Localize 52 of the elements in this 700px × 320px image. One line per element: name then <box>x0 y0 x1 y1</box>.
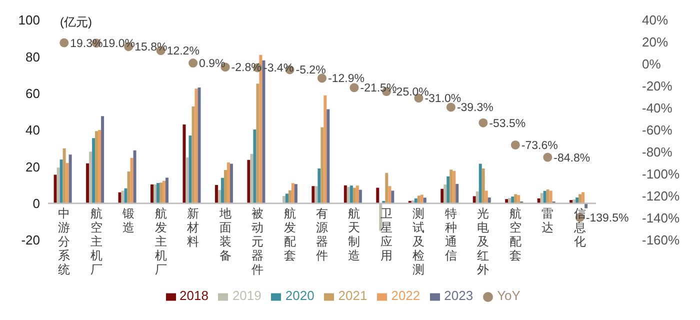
legend-label: 2021 <box>338 288 368 303</box>
x-tick-label: 光电及红外 <box>477 206 490 276</box>
y2-tick-label: 20% <box>642 34 668 50</box>
x-tick-label: 测试及检测 <box>412 206 425 276</box>
y2-tick-label: -60% <box>642 122 673 138</box>
legend-label: 2020 <box>285 288 314 303</box>
x-tick-label: 被动元器件 <box>252 206 264 276</box>
y2-tick-label: -100% <box>642 166 680 182</box>
y-tick-label: -20 <box>21 232 40 248</box>
x-tick-label: 航发配套 <box>284 206 296 262</box>
legend-label: 2022 <box>391 288 420 303</box>
y2-tick-label: -160% <box>642 232 680 248</box>
y2-tick-label: -80% <box>642 144 673 160</box>
y2-tick-label: 40% <box>642 12 668 28</box>
data-label: 19.0% <box>102 38 135 50</box>
x-tick-label: 卫星应用 <box>380 206 392 262</box>
x-tick-label: 新材料 <box>186 206 200 248</box>
data-label: 0.9% <box>199 58 226 70</box>
x-tick-label: 中游分系统 <box>58 206 70 276</box>
x-tick-label: 雷达 <box>542 206 554 234</box>
data-label: -84.8% <box>554 152 590 164</box>
y-tick-label: 60 <box>26 86 40 101</box>
y2-tick-label: 0% <box>642 56 662 72</box>
x-tick-label: 航空配套 <box>509 206 522 262</box>
x-tick-label: 锻造 <box>122 206 135 234</box>
data-label: -12.9% <box>328 73 364 86</box>
y-tick-label: 0 <box>32 196 40 211</box>
y2-tick-label: -140% <box>642 210 680 226</box>
legend-label: 2023 <box>444 288 474 303</box>
y-axis-title: (亿元) <box>60 15 92 29</box>
data-label: 12.2% <box>166 46 200 58</box>
x-tick-label: 地面装备 <box>218 206 232 262</box>
data-label: -139.5% <box>586 212 629 224</box>
y-tick-label: 40 <box>26 122 40 138</box>
data-label: -73.6% <box>521 140 558 152</box>
legend-label: 2019 <box>232 288 262 303</box>
data-label: -53.5% <box>489 118 526 130</box>
data-label: -5.2% <box>296 64 326 77</box>
legend-label: 2018 <box>180 288 208 303</box>
y2-tick-label: -20% <box>642 78 673 94</box>
y2-tick-label: -40% <box>642 100 673 116</box>
y-tick-label: 20 <box>26 159 40 174</box>
y-tick-label: 80 <box>26 49 40 64</box>
data-label: 15.8% <box>134 42 168 54</box>
legend-label: YoY <box>497 288 520 303</box>
x-tick-label: 航空主机厂 <box>90 206 102 276</box>
x-tick-label: 有源器件 <box>316 206 328 262</box>
y2-tick-label: -120% <box>642 188 680 204</box>
x-tick-label: 航天制造 <box>348 206 360 262</box>
x-tick-label: 航发主机厂 <box>154 206 167 276</box>
y-tick-label: 100 <box>18 12 40 28</box>
x-tick-label: 特种通信 <box>444 206 457 262</box>
